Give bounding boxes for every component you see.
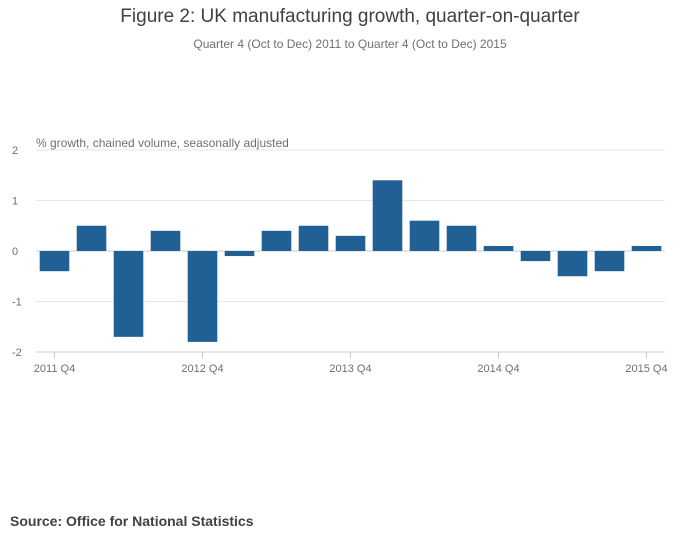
x-tick-label: 2012 Q4: [181, 363, 223, 375]
x-axis: 2011 Q4 2012 Q4 2013 Q4 2014 Q4 2015 Q4: [34, 351, 668, 375]
bar[interactable]: [187, 251, 218, 342]
bar[interactable]: [520, 251, 551, 262]
chart-title: Figure 2: UK manufacturing growth, quart…: [120, 6, 580, 27]
bar[interactable]: [224, 251, 255, 257]
bar[interactable]: [113, 251, 144, 337]
bar[interactable]: [150, 230, 181, 251]
x-tick-label: 2013 Q4: [329, 363, 371, 375]
bar[interactable]: [557, 251, 588, 277]
y-tick-label: 1: [12, 196, 18, 208]
bar[interactable]: [335, 235, 366, 251]
source-note: Source: Office for National Statistics: [10, 513, 254, 529]
bar-chart: 2 1 0 -1 -2 % growth, chained volume, season…: [12, 136, 668, 375]
bar[interactable]: [446, 225, 477, 251]
bar[interactable]: [631, 245, 662, 251]
x-tick-label: 2011 Q4: [34, 363, 75, 375]
x-tick-label: 2014 Q4: [477, 363, 519, 375]
y-tick-label: -2: [12, 347, 22, 359]
bar[interactable]: [594, 251, 625, 272]
bar[interactable]: [483, 245, 514, 251]
chart-subtitle: Quarter 4 (Oct to Dec) 2011 to Quarter 4…: [193, 37, 507, 51]
bar[interactable]: [39, 251, 70, 272]
y-axis-ticks: 2 1 0 -1 -2: [12, 145, 22, 359]
y-tick-label: 0: [12, 246, 18, 258]
bar[interactable]: [409, 220, 440, 251]
x-tick-label: 2015 Q4: [625, 363, 667, 375]
bars: [39, 180, 662, 342]
y-axis-label: % growth, chained volume, seasonally adj…: [36, 136, 289, 150]
bar[interactable]: [372, 180, 403, 251]
y-tick-label: -1: [12, 297, 22, 309]
bar[interactable]: [298, 225, 329, 251]
bar[interactable]: [261, 230, 292, 251]
bar[interactable]: [76, 225, 107, 251]
y-tick-label: 2: [12, 145, 18, 157]
